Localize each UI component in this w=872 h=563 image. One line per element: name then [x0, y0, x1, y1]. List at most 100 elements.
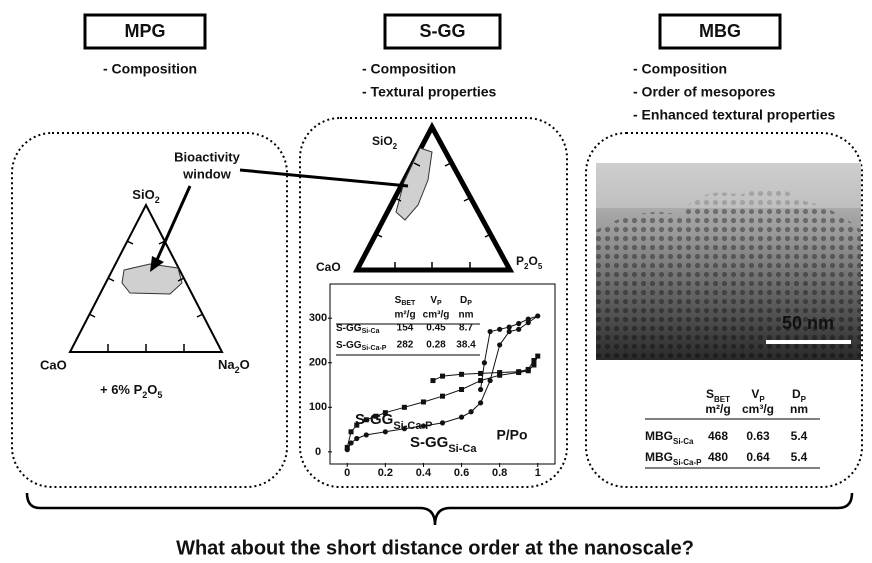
data-point	[497, 370, 502, 375]
text-part: Na	[218, 357, 235, 372]
bullet: - Enhanced textural properties	[633, 107, 835, 123]
text-part: P	[467, 300, 472, 307]
y-tick-label: 200	[309, 357, 327, 369]
row-label: MBGSi-Ca-P	[645, 450, 702, 466]
data-point	[516, 327, 521, 332]
table-cell: 5.4	[791, 450, 808, 464]
data-point	[507, 325, 512, 330]
text-part: + 6% P	[100, 382, 143, 397]
vertex-label: CaO	[40, 357, 67, 372]
text-part: S-GG	[355, 411, 393, 428]
column-unit: m²/g	[705, 402, 730, 416]
x-tick-label: 0.2	[378, 467, 393, 479]
text-part: 2	[393, 142, 398, 151]
column-unit: nm	[790, 402, 808, 416]
y-tick-label: 0	[315, 446, 321, 458]
data-point	[459, 415, 464, 420]
x-tick-label: 0.8	[492, 467, 507, 479]
text-part: Si-Ca-P	[362, 345, 387, 352]
panel-title: MPG	[124, 21, 165, 41]
table-cell: 154	[397, 323, 414, 334]
table-cell: 5.4	[791, 429, 808, 443]
axis-label: P/Po	[496, 427, 527, 443]
text-part: D	[460, 295, 467, 306]
text-part: O	[528, 254, 537, 268]
table-cell: 468	[708, 429, 728, 443]
x-tick-label: 0.6	[454, 467, 469, 479]
table-cell: 282	[397, 340, 414, 351]
figure: MPG - Composition S-GG - Composition - Textu…	[0, 0, 872, 563]
data-point	[478, 387, 483, 392]
vertex-label: P2O5	[516, 254, 543, 270]
row-label: MBGSi-Ca	[645, 429, 694, 445]
data-point	[421, 399, 426, 404]
text-part: SiO	[132, 187, 154, 202]
data-point	[440, 394, 445, 399]
data-point	[535, 354, 540, 359]
data-point	[345, 447, 350, 452]
data-point	[531, 358, 536, 363]
brace	[27, 493, 852, 525]
text-part: Si-Ca	[673, 437, 694, 446]
bullet: - Textural properties	[362, 84, 497, 100]
data-point	[526, 367, 531, 372]
callout-label: Bioactivity	[174, 149, 241, 164]
text-part: MBG	[645, 450, 673, 464]
data-point	[430, 378, 435, 383]
text-part: 5	[157, 390, 162, 400]
y-tick-label: 100	[309, 401, 327, 413]
table-cell: 8.7	[459, 323, 473, 334]
data-point	[440, 374, 445, 379]
text-part: S-GG	[336, 323, 362, 334]
data-point	[507, 329, 512, 334]
panel-frame	[12, 133, 287, 487]
page: MPG - Composition S-GG - Composition - Textu…	[0, 0, 872, 563]
panel-title: MBG	[699, 21, 741, 41]
text-part: Si-Ca-P	[673, 458, 702, 467]
x-tick-label: 0.4	[416, 467, 432, 479]
text-part: O	[240, 357, 250, 372]
data-point	[482, 360, 487, 365]
text-part: Si-Ca-P	[393, 420, 432, 432]
data-point	[383, 429, 388, 434]
table-cell: 0.28	[426, 340, 446, 351]
data-point	[516, 369, 521, 374]
text-part: SiO	[372, 134, 393, 148]
callout-arrow	[156, 186, 190, 262]
column-symbol: DP	[792, 387, 807, 403]
vertex-label: Na2O	[218, 357, 250, 375]
data-point	[488, 378, 493, 383]
data-point	[468, 409, 473, 414]
table-cell: 0.63	[746, 429, 770, 443]
text-part: S-GG	[336, 340, 362, 351]
text-part: V	[751, 387, 759, 401]
text-part: Si-Ca	[448, 443, 477, 455]
note: + 6% P2O5	[100, 382, 162, 400]
x-tick-label: 1	[535, 467, 541, 479]
column-symbol: VP	[751, 387, 765, 403]
column-symbol: SBET	[706, 387, 730, 403]
data-point	[459, 387, 464, 392]
bullet: - Composition	[633, 61, 727, 77]
table-cell: 480	[708, 450, 728, 464]
data-point	[526, 316, 531, 321]
column-unit: m²/g	[394, 310, 415, 321]
bullet: - Composition	[362, 61, 456, 77]
x-tick-label: 0	[344, 467, 350, 479]
bullet: - Order of mesopores	[633, 84, 776, 100]
text-part: BET	[401, 300, 416, 307]
text-part: S-GG	[410, 434, 448, 451]
data-point	[440, 420, 445, 425]
data-point	[488, 329, 493, 334]
panel-title: S-GG	[419, 21, 465, 41]
text-part: P	[516, 254, 524, 268]
data-point	[531, 362, 536, 367]
text-part: MBG	[645, 429, 673, 443]
tem-background	[596, 163, 861, 208]
column-unit: nm	[459, 310, 474, 321]
data-point	[535, 313, 540, 318]
table-cell: 0.45	[426, 323, 446, 334]
column-unit: cm³/g	[423, 310, 450, 321]
data-point	[354, 436, 359, 441]
text-part: 2	[155, 195, 160, 205]
